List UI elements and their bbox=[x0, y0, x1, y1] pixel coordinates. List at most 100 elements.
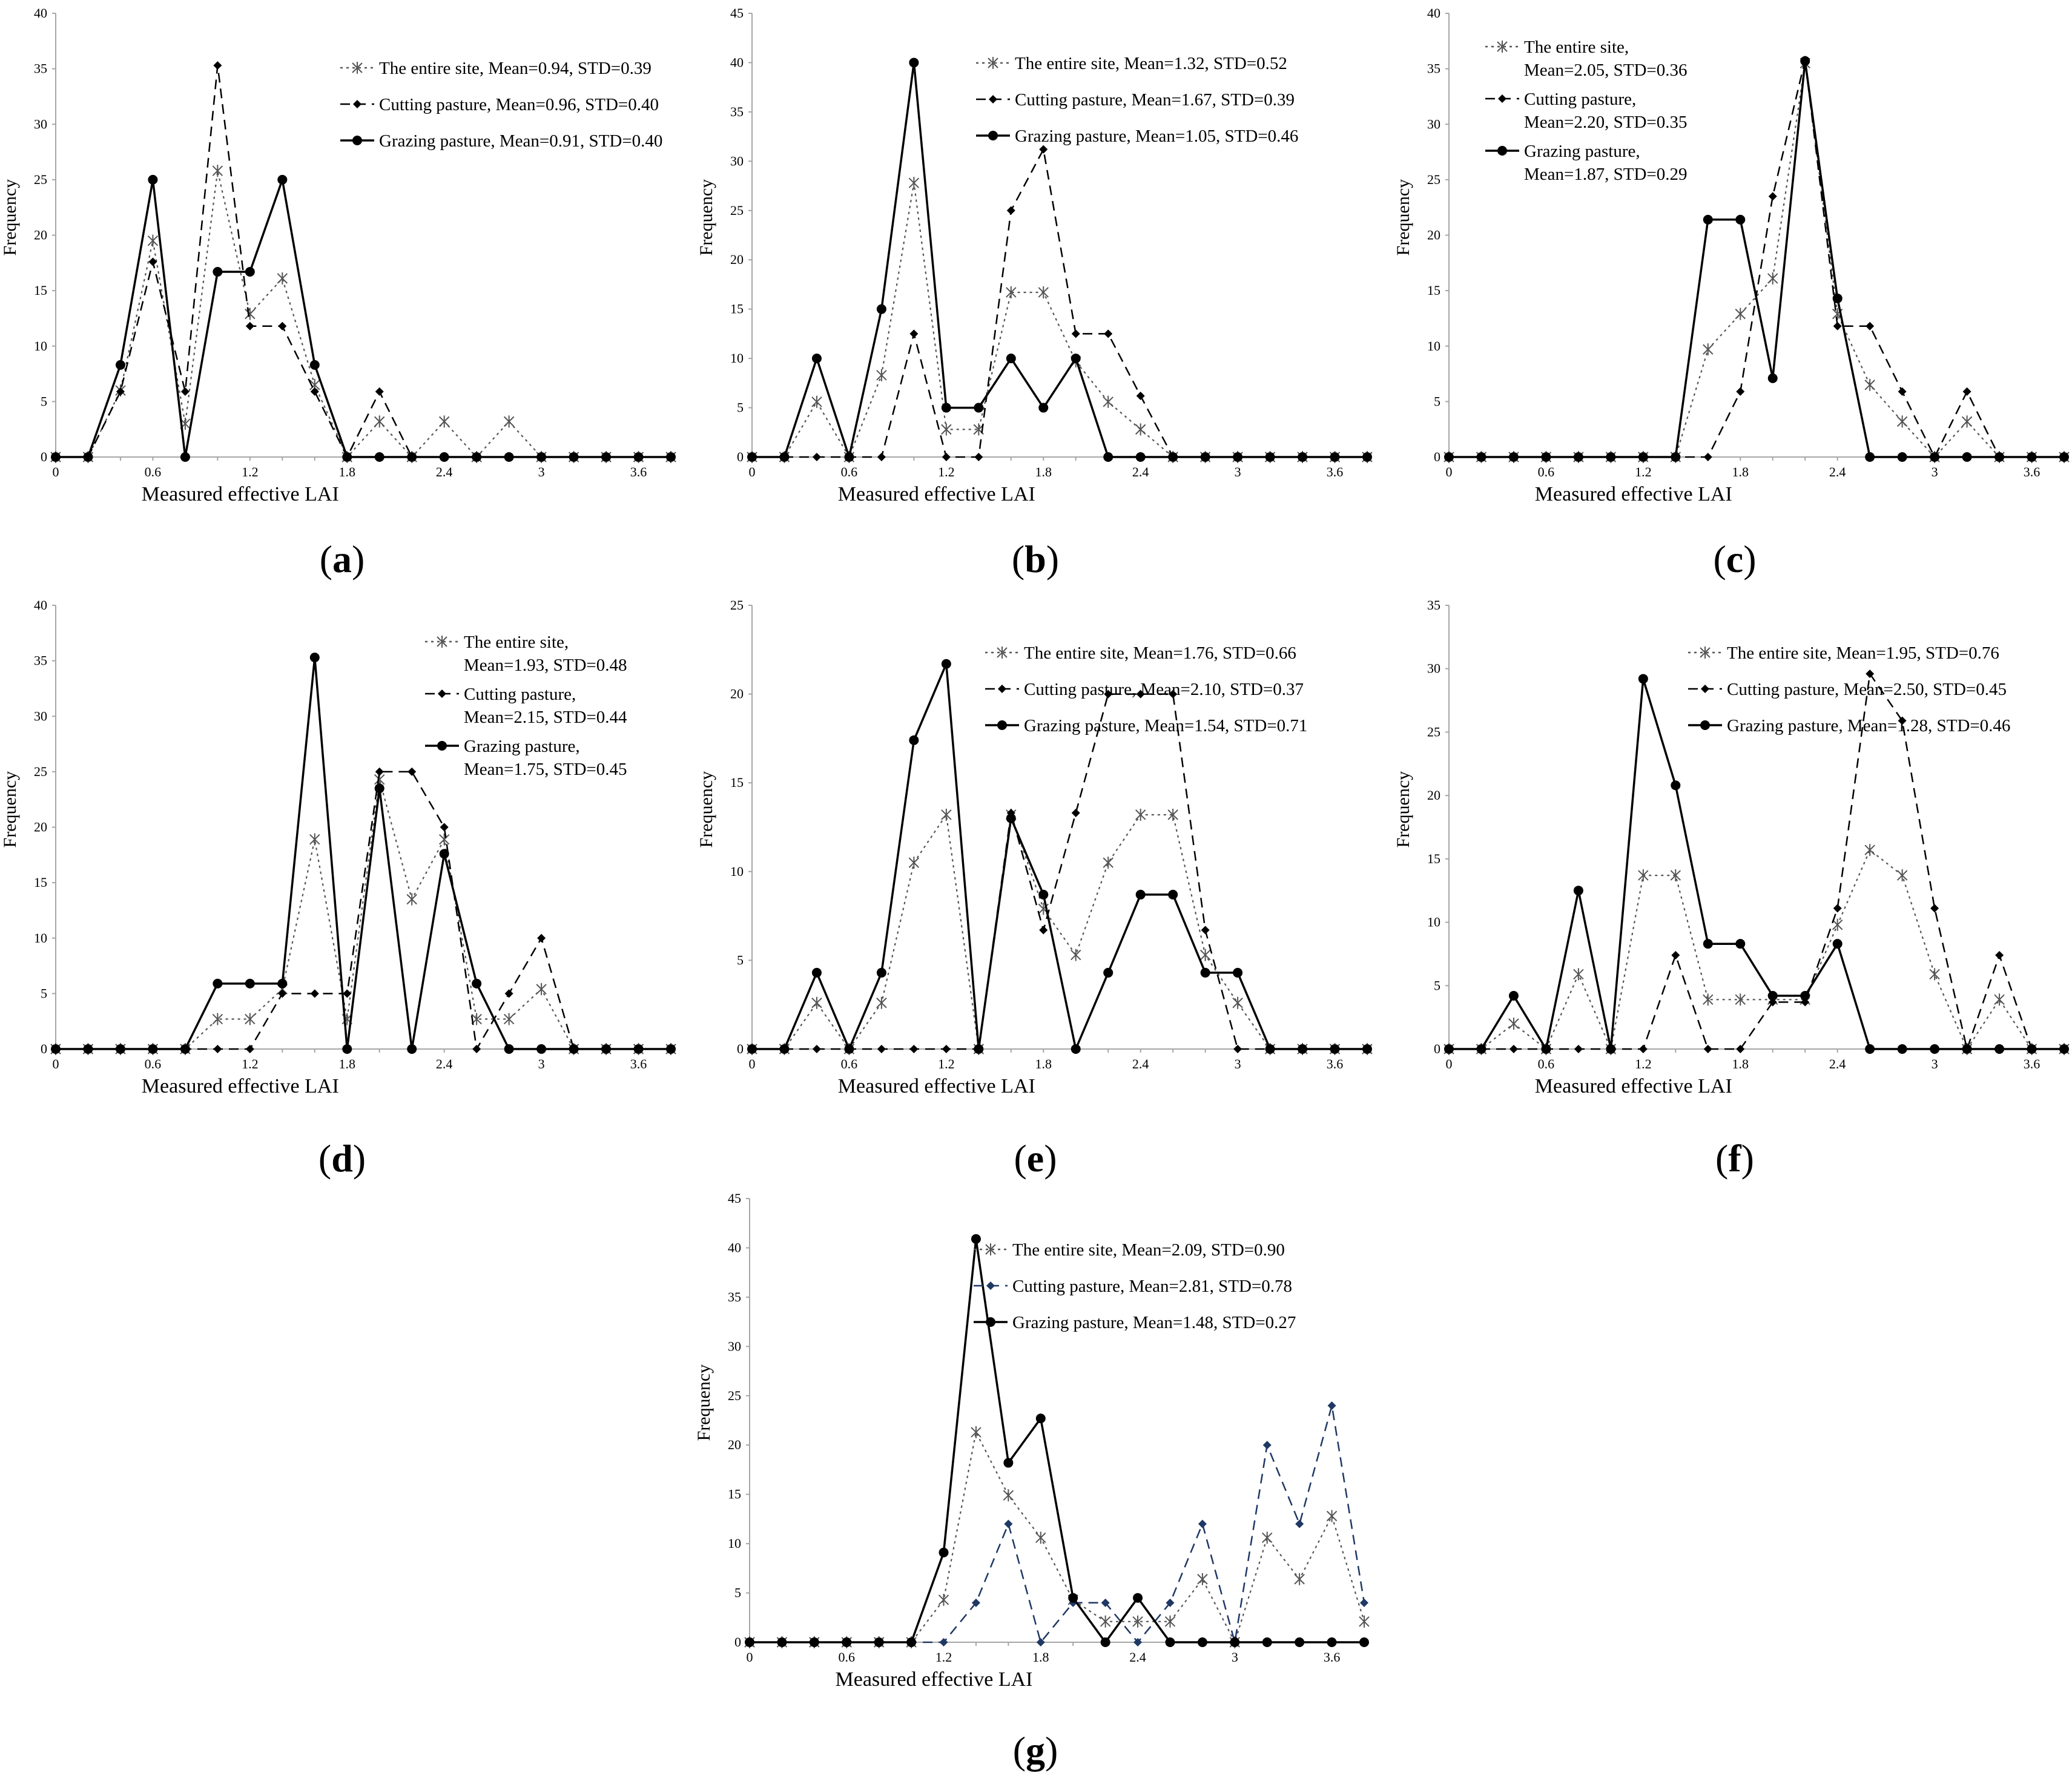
legend-swatch-marker bbox=[986, 1317, 995, 1327]
y-tick-label: 30 bbox=[34, 116, 47, 131]
x-tick-label: 3.6 bbox=[2024, 464, 2041, 479]
data-point bbox=[1962, 1044, 1972, 1054]
y-tick-label: 20 bbox=[1427, 228, 1440, 243]
series-cutting-pasture bbox=[51, 61, 675, 461]
data-point bbox=[1135, 423, 1146, 436]
data-point bbox=[1573, 886, 1583, 896]
data-point bbox=[375, 767, 384, 776]
legend-label: The entire site, Mean=1.95, STD=0.76 bbox=[1727, 643, 1999, 663]
data-point bbox=[374, 452, 384, 462]
data-point bbox=[83, 452, 93, 462]
data-point bbox=[809, 1637, 819, 1647]
data-point bbox=[309, 653, 320, 663]
x-tick-label: 0.6 bbox=[841, 1056, 858, 1071]
legend-label: The entire site, Mean=1.32, STD=0.52 bbox=[1015, 54, 1287, 73]
data-point bbox=[1038, 286, 1049, 298]
legend-label: The entire site, Mean=1.76, STD=0.66 bbox=[1024, 643, 1296, 663]
legend: The entire site, Mean=1.93, STD=0.48 Cutti… bbox=[425, 633, 627, 779]
y-tick-label: 20 bbox=[730, 252, 744, 267]
x-tick-label: 1.8 bbox=[1035, 1056, 1052, 1071]
x-axis-label: Measured effective LAI bbox=[838, 483, 1035, 505]
y-axis-label: Frequency bbox=[696, 179, 716, 256]
data-point bbox=[811, 967, 822, 978]
legend-item-entire-site: The entire site, Mean=2.09, STD=0.90 bbox=[974, 1240, 1285, 1260]
legend-swatch-marker bbox=[1701, 685, 1709, 693]
data-point bbox=[601, 452, 612, 462]
data-point bbox=[1233, 1045, 1242, 1053]
y-tick-label: 40 bbox=[1427, 5, 1440, 21]
data-point bbox=[842, 1637, 852, 1647]
y-tick-label: 10 bbox=[1427, 338, 1440, 354]
legend-label: Grazing pasture, Mean=0.91, STD=0.40 bbox=[379, 131, 662, 151]
data-point bbox=[1864, 378, 1875, 391]
series-entire-site bbox=[747, 808, 1373, 1055]
legend-label-line2: Mean=1.93, STD=0.48 bbox=[464, 656, 627, 675]
x-axis-label: Measured effective LAI bbox=[838, 1075, 1035, 1097]
y-tick-label: 25 bbox=[1427, 172, 1440, 187]
data-point bbox=[812, 453, 821, 461]
panel-label: (b) bbox=[1012, 538, 1059, 581]
data-point bbox=[310, 387, 319, 396]
legend-item-cutting-pasture: Cutting pasture, Mean=2.50, STD=0.45 bbox=[1688, 680, 2007, 699]
data-point bbox=[439, 452, 449, 462]
data-point bbox=[1735, 993, 1746, 1006]
data-point bbox=[1703, 214, 1713, 225]
data-point bbox=[1606, 452, 1616, 462]
x-tick-label: 0 bbox=[53, 1056, 59, 1071]
data-point bbox=[2027, 1044, 2037, 1054]
x-tick-label: 0 bbox=[1446, 1056, 1453, 1071]
data-point bbox=[1165, 1637, 1175, 1647]
data-point bbox=[1736, 387, 1745, 396]
y-tick-label: 35 bbox=[728, 1289, 741, 1304]
x-tick-label: 2.4 bbox=[1129, 1650, 1146, 1665]
legend-label-line2: Mean=1.87, STD=0.29 bbox=[1524, 165, 1688, 184]
data-point bbox=[1200, 967, 1210, 978]
y-tick-label: 40 bbox=[730, 54, 744, 70]
data-point bbox=[1294, 1573, 1305, 1585]
y-axis-label: Frequency bbox=[1393, 179, 1413, 256]
data-point bbox=[1071, 949, 1081, 961]
data-point bbox=[1036, 1638, 1045, 1646]
legend-label-line2: Mean=2.15, STD=0.44 bbox=[464, 708, 627, 727]
y-tick-label: 15 bbox=[34, 283, 47, 298]
data-point bbox=[906, 1637, 917, 1647]
data-point bbox=[876, 996, 887, 1009]
y-tick-label: 5 bbox=[1434, 393, 1440, 409]
data-point bbox=[1006, 354, 1016, 364]
data-point bbox=[1832, 918, 1843, 931]
x-tick-label: 1.2 bbox=[935, 1650, 952, 1665]
chart-svg: 0 5 10 15 20 25 0 0.6 1.2 1.8 2.4 3 3.6 Measured effe… bbox=[696, 597, 1373, 1097]
legend-label: Grazing pasture, bbox=[464, 737, 580, 756]
data-point bbox=[941, 808, 952, 821]
legend-label: Grazing pasture, Mean=1.54, STD=0.71 bbox=[1024, 716, 1307, 735]
y-tick-label: 25 bbox=[1427, 724, 1440, 739]
x-tick-label: 1.8 bbox=[1032, 1650, 1049, 1665]
data-point bbox=[1262, 1531, 1273, 1544]
data-point bbox=[1866, 321, 1875, 331]
data-point bbox=[1800, 991, 1810, 1001]
data-point bbox=[213, 978, 223, 988]
legend-item-entire-site: The entire site, Mean=2.05, STD=0.36 bbox=[1485, 38, 1688, 80]
data-point bbox=[1930, 904, 1939, 913]
data-point bbox=[1136, 392, 1145, 401]
data-point bbox=[213, 61, 222, 70]
y-axis-label: Frequency bbox=[694, 1364, 714, 1441]
chart-panel-e: 0 5 10 15 20 25 0 0.6 1.2 1.8 2.4 3 3.6 Measured effe… bbox=[696, 597, 1373, 1097]
y-tick-label: 0 bbox=[41, 1041, 47, 1056]
data-point bbox=[1201, 926, 1210, 935]
data-point bbox=[1298, 1044, 1308, 1054]
legend-label-line2: Mean=1.75, STD=0.45 bbox=[464, 760, 627, 779]
x-tick-label: 2.4 bbox=[436, 1056, 453, 1071]
data-point bbox=[1508, 991, 1519, 1001]
data-point bbox=[1508, 1018, 1519, 1030]
y-tick-label: 30 bbox=[1427, 661, 1440, 676]
data-point bbox=[1071, 1044, 1081, 1054]
data-point bbox=[909, 735, 919, 745]
data-point bbox=[1638, 674, 1648, 684]
x-tick-label: 3 bbox=[1235, 464, 1241, 479]
data-point bbox=[1168, 452, 1178, 462]
data-point bbox=[1995, 951, 2004, 960]
data-point bbox=[1865, 452, 1875, 462]
series-line bbox=[1449, 63, 2064, 458]
data-point bbox=[277, 978, 288, 988]
